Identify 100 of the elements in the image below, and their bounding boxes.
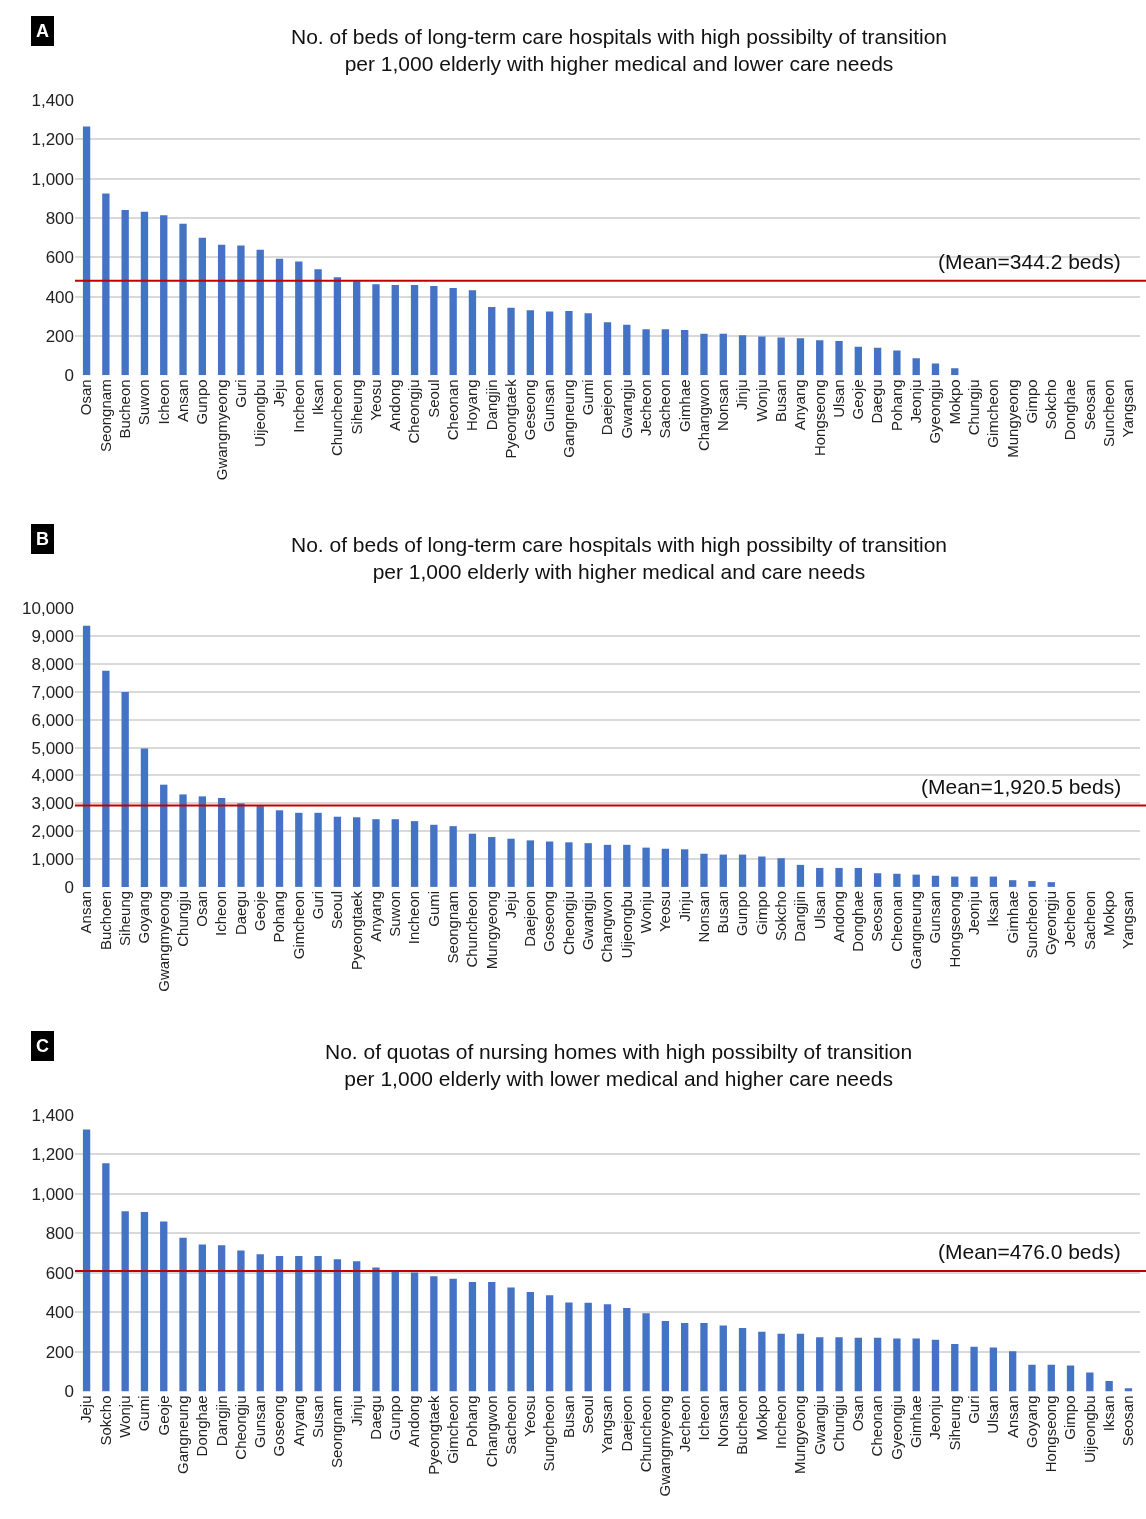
x-tick-label: Guri — [964, 1395, 982, 1424]
x-tick-label: Pyeongtaek — [501, 378, 519, 459]
bar — [545, 841, 554, 887]
bar — [1009, 1351, 1017, 1392]
x-tick-label: Gwangmyeong — [212, 379, 230, 481]
x-tick-label: Anyang — [791, 379, 809, 431]
bar — [951, 876, 959, 887]
x-tick-label: Andong — [405, 1395, 423, 1448]
x-tick-label: Yangsan — [1119, 890, 1137, 949]
bar — [140, 1211, 149, 1392]
y-tick-label: 6,000 — [31, 710, 74, 730]
x-tick-label: Busan — [772, 379, 790, 422]
x-tick-label: Seongnam — [96, 379, 114, 452]
bar — [353, 1261, 361, 1392]
x-tick-label: Gunpo — [193, 379, 211, 425]
x-tick-label: Susan — [308, 1395, 326, 1439]
x-tick-label: Seongnam — [328, 1395, 346, 1469]
x-tick-label: Gimpo — [752, 890, 770, 936]
x-tick-label: Goseong — [540, 890, 558, 952]
x-tick-label: Suwon — [135, 379, 153, 426]
x-tick-label: Gimpo — [1022, 379, 1040, 424]
bar — [217, 798, 226, 887]
bar — [1086, 1372, 1094, 1392]
x-tick-label: Gimpo — [1061, 1395, 1079, 1440]
x-tick-label: Jinju — [675, 890, 693, 922]
x-tick-label: Dangjin — [791, 890, 809, 942]
x-tick-label: Ulsan — [810, 890, 828, 930]
x-tick-label: Mungyeong — [1003, 379, 1021, 458]
bar — [121, 1211, 129, 1392]
bar — [989, 1347, 998, 1392]
bar — [738, 1328, 747, 1392]
annotation: (Mean=1,920.5 beds) — [921, 775, 1122, 798]
y-tick-label: 0 — [64, 1382, 74, 1402]
bar — [410, 285, 419, 376]
x-tick-label: Bucheon — [733, 1395, 751, 1455]
bar — [545, 1295, 554, 1392]
x-tick-label: Busan — [714, 890, 732, 934]
bar — [314, 1256, 322, 1392]
x-tick-label: Anyang — [289, 1395, 307, 1447]
bar — [681, 330, 689, 376]
bar — [507, 307, 515, 376]
bar — [796, 338, 805, 376]
x-tick-label: Gwangju — [617, 379, 635, 439]
bar — [198, 237, 206, 376]
x-tick-label: Sungcheon — [540, 1395, 558, 1472]
bar — [912, 1338, 920, 1392]
x-tick-label: Mokpo — [1100, 890, 1118, 936]
x-tick-label: Hongseong — [1042, 1395, 1060, 1473]
x-tick-label: Siheung — [945, 1395, 963, 1451]
bar — [333, 1259, 342, 1392]
y-tick-label: 400 — [45, 1303, 74, 1323]
x-tick-label: Seoul — [424, 379, 442, 418]
x-tick-label: Gunpo — [386, 1395, 404, 1441]
x-tick-label: Gimhae — [675, 379, 693, 432]
x-tick-label: Jeju — [501, 890, 519, 919]
bar — [565, 842, 573, 887]
bar — [816, 340, 824, 376]
text: B — [36, 529, 49, 549]
x-tick-label: Dangjin — [212, 1395, 230, 1447]
y-tick-label: 1,400 — [31, 90, 74, 110]
x-tick-label: Jeonju — [964, 890, 982, 936]
bar — [642, 329, 650, 376]
bar — [584, 1302, 592, 1392]
x-tick-label: Chungju — [829, 1395, 847, 1452]
bar — [295, 1256, 303, 1392]
x-tick-label: Pyeongtaek — [347, 890, 365, 971]
bar — [1028, 1364, 1036, 1392]
bar — [82, 1129, 91, 1392]
bar — [584, 313, 592, 376]
bar — [970, 1346, 978, 1392]
bar — [410, 821, 419, 887]
bar — [893, 873, 901, 887]
bar — [623, 844, 631, 887]
x-tick-label: Gumi — [135, 1395, 153, 1432]
x-tick-label: Chungju — [173, 890, 191, 947]
x-tick-label: Yeosu — [366, 379, 384, 421]
x-tick-label: Busan — [559, 1395, 577, 1439]
x-tick-label: Jecheon — [1061, 890, 1079, 948]
bar — [758, 856, 766, 887]
x-tick-label: Gangneung — [559, 379, 577, 458]
x-tick-label: Wonju — [636, 890, 654, 934]
y-tick-label: 8,000 — [31, 655, 74, 675]
bar — [140, 211, 149, 376]
bar — [102, 193, 110, 376]
bar — [391, 285, 399, 376]
x-tick-label: Ansan — [1003, 1395, 1021, 1439]
bar — [295, 261, 303, 376]
bar — [873, 873, 882, 887]
bar — [160, 784, 168, 887]
bar — [623, 324, 631, 376]
x-tick-label: Seosan — [1080, 379, 1098, 431]
bar — [738, 335, 747, 376]
x-tick-label: Osan — [193, 890, 211, 927]
x-tick-label: Cheongju — [559, 890, 577, 956]
y-tick-label: 1,200 — [31, 130, 74, 150]
x-tick-label: Mokpo — [945, 379, 963, 425]
x-tick-label: Icheon — [694, 1395, 712, 1441]
x-tick-label: Gangneung — [173, 1395, 191, 1474]
x-tick-label: Yangsan — [1119, 379, 1137, 438]
bar — [603, 1304, 612, 1392]
